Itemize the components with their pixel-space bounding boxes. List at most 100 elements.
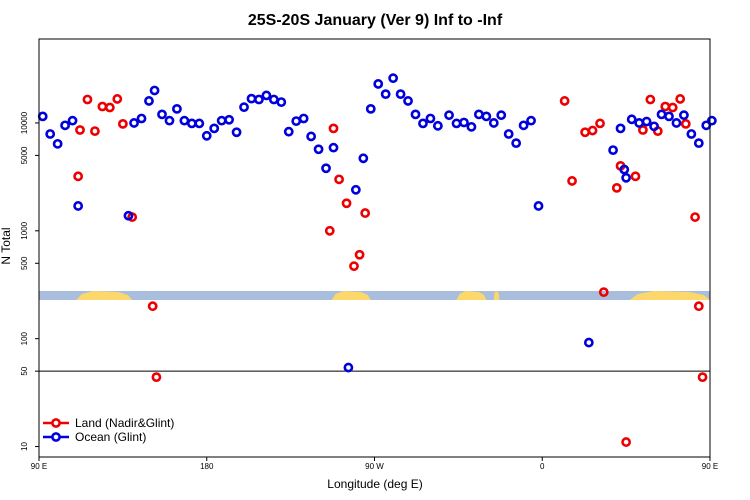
- ocean-point: [706, 115, 717, 126]
- ocean-point: [268, 94, 279, 105]
- land-point: [638, 125, 648, 135]
- ocean-point: [380, 89, 391, 100]
- land-point: [75, 125, 85, 135]
- land-point: [621, 437, 632, 447]
- ocean-point: [373, 79, 384, 89]
- ocean-point: [144, 96, 154, 106]
- ocean-point: [619, 164, 630, 175]
- ocean-point: [686, 129, 697, 139]
- y-tick-label: 10: [20, 442, 29, 451]
- ocean-point: [583, 337, 594, 348]
- land-point: [328, 123, 339, 134]
- ocean-point: [157, 109, 167, 120]
- ocean-point: [194, 118, 205, 129]
- ocean-point: [466, 121, 477, 132]
- ocean-point: [451, 118, 462, 129]
- x-axis-label: Longitude (deg E): [327, 477, 422, 491]
- ocean-point: [201, 130, 212, 141]
- x-tick-label: 90 W: [365, 462, 384, 471]
- legend-label: Ocean (Glint): [75, 430, 146, 444]
- ocean-point: [209, 123, 220, 134]
- land-point: [675, 94, 686, 104]
- ocean-point: [656, 109, 667, 120]
- land-point: [97, 101, 108, 112]
- land-point: [90, 126, 100, 137]
- ocean-point: [164, 115, 175, 126]
- ocean-point: [313, 144, 324, 155]
- y-tick-label: 100: [20, 331, 29, 345]
- legend-label: Land (Nadir&Glint): [75, 416, 174, 430]
- land-point: [567, 176, 577, 186]
- ocean-point: [488, 118, 499, 128]
- ocean-point: [626, 114, 637, 125]
- ocean-point: [45, 129, 56, 139]
- land-point: [580, 127, 591, 138]
- ocean-point: [276, 97, 287, 108]
- ocean-point: [328, 142, 339, 153]
- ocean-point: [136, 113, 147, 124]
- x-tick-label: 180: [200, 462, 214, 471]
- ocean-point: [149, 85, 160, 96]
- land-series: [73, 94, 708, 447]
- ocean-point: [615, 123, 626, 134]
- ocean-point: [365, 103, 376, 114]
- ocean-point: [473, 109, 484, 120]
- land-point: [151, 372, 162, 383]
- land-point: [82, 94, 93, 105]
- ocean-point: [246, 93, 257, 104]
- ocean-point: [321, 163, 331, 174]
- land-point: [611, 182, 622, 193]
- land-point: [598, 287, 609, 298]
- ocean-point: [358, 153, 369, 164]
- ocean-point: [186, 118, 197, 129]
- legend-marker: [51, 418, 61, 428]
- map-strip: [39, 291, 710, 300]
- ocean-point: [649, 121, 659, 132]
- ocean-point: [254, 94, 264, 105]
- land-point: [354, 249, 365, 260]
- legend-marker: [51, 432, 61, 442]
- ocean-point: [693, 138, 704, 149]
- land-point: [630, 171, 641, 182]
- x-axis: 90 E 180 90 W 0 90 E: [31, 457, 718, 471]
- ocean-point: [395, 89, 406, 100]
- plot-frame: [38, 38, 711, 458]
- ocean-point: [239, 102, 249, 113]
- ocean-point: [496, 110, 507, 121]
- land-point: [117, 118, 128, 129]
- ocean-point: [634, 118, 645, 128]
- land-point: [360, 208, 371, 218]
- ocean-point: [291, 116, 302, 127]
- ocean-point: [388, 73, 399, 84]
- land-point: [334, 174, 344, 185]
- ocean-point: [459, 117, 469, 128]
- legend: Land (Nadir&Glint)Ocean (Glint): [43, 416, 174, 444]
- ocean-point: [679, 110, 689, 121]
- land-point: [680, 118, 691, 129]
- land-point: [147, 301, 158, 312]
- ocean-point: [172, 103, 182, 114]
- map-strip-land: [76, 291, 133, 300]
- map-strip-land: [629, 291, 710, 300]
- chart-title: 25S-20S January (Ver 9) Inf to -Inf: [248, 12, 503, 29]
- map-strip-land: [456, 291, 487, 300]
- land-point: [645, 94, 656, 105]
- land-point: [690, 212, 700, 222]
- ocean-point: [306, 131, 317, 142]
- data-points: [37, 73, 717, 447]
- ocean-point: [350, 184, 361, 195]
- map-strip-land: [493, 291, 500, 300]
- ocean-point: [410, 109, 421, 120]
- land-point: [559, 96, 570, 106]
- map-strip-land: [331, 291, 371, 300]
- land-point: [697, 372, 708, 383]
- land-point: [667, 102, 678, 113]
- ocean-point: [418, 118, 428, 129]
- land-point: [341, 198, 352, 209]
- ocean-point: [67, 115, 78, 126]
- ocean-point: [129, 118, 139, 128]
- ocean-point: [481, 111, 492, 122]
- ocean-point: [73, 201, 84, 211]
- ocean-point: [261, 90, 272, 101]
